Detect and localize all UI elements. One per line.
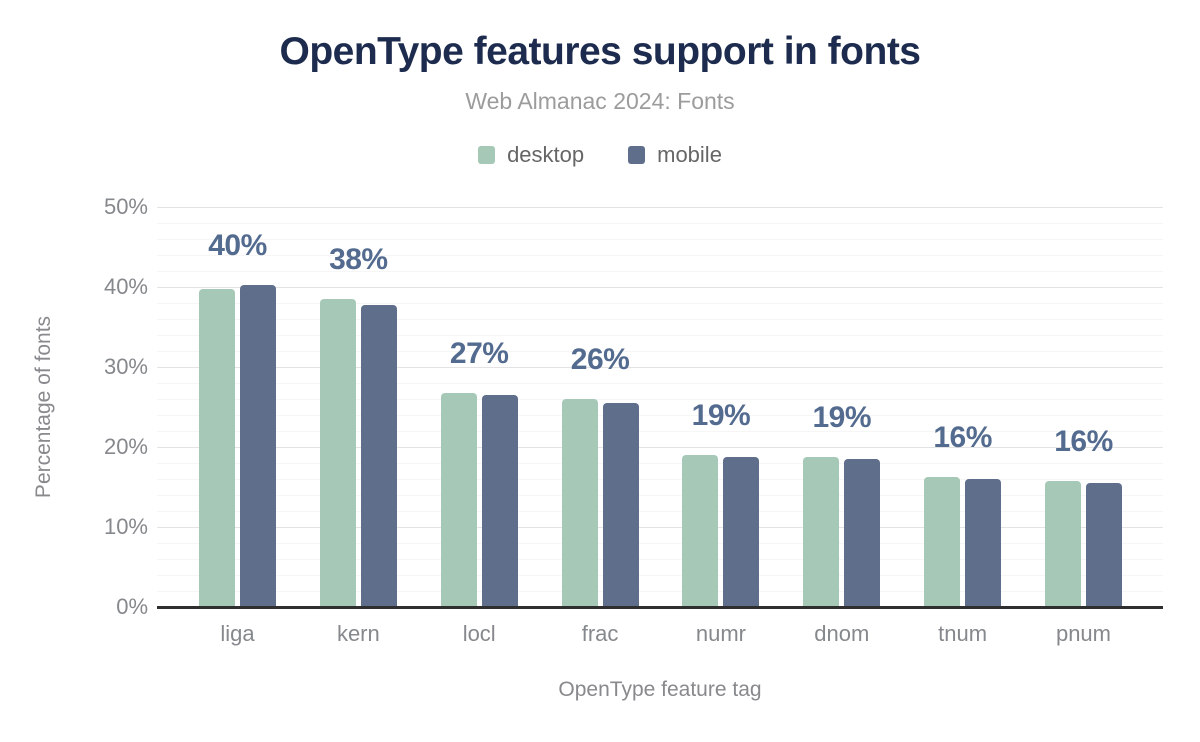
bar-mobile-numr <box>723 456 760 607</box>
minor-gridline <box>157 431 1163 432</box>
minor-gridline <box>157 543 1163 544</box>
x-axis-title: OpenType feature tag <box>558 678 762 701</box>
x-tick-label-frac: frac <box>581 621 619 646</box>
minor-gridline <box>157 575 1163 576</box>
x-tick-label-numr: numr <box>695 621 746 646</box>
bar-mobile-frac <box>602 403 639 607</box>
y-tick-label: 30% <box>103 354 148 379</box>
legend-item-mobile: mobile <box>628 142 722 168</box>
bar-mobile-locl <box>481 395 518 607</box>
bar-desktop-numr <box>682 455 719 607</box>
x-tick-label-pnum: pnum <box>1055 621 1111 646</box>
data-label-locl: 27% <box>449 336 509 370</box>
minor-gridline <box>157 239 1163 240</box>
minor-gridline <box>157 511 1163 512</box>
bar-desktop-frac <box>561 399 598 607</box>
bar-mobile-pnum <box>1085 483 1122 607</box>
x-tick-label-liga: liga <box>220 621 255 646</box>
bar-desktop-kern <box>319 299 356 607</box>
major-gridline <box>157 207 1163 208</box>
y-tick-label: 20% <box>103 434 148 459</box>
x-tick-label-dnom: dnom <box>814 621 870 646</box>
bar-desktop-tnum <box>924 476 961 607</box>
minor-gridline <box>157 495 1163 496</box>
data-label-numr: 19% <box>691 399 751 432</box>
legend-item-desktop: desktop <box>478 142 584 168</box>
bar-mobile-liga <box>240 285 276 607</box>
y-tick-label: 10% <box>103 514 148 539</box>
x-axis-line <box>157 606 1163 609</box>
minor-gridline <box>157 303 1163 304</box>
bar-desktop-locl <box>440 392 477 607</box>
data-label-liga: 40% <box>208 229 267 263</box>
chart-subtitle: Web Almanac 2024: Fonts <box>465 88 735 114</box>
data-label-dnom: 19% <box>812 400 872 434</box>
major-gridline <box>157 527 1163 528</box>
legend: desktop mobile <box>0 142 1200 168</box>
bar-desktop-dnom <box>803 456 840 607</box>
legend-label-mobile: mobile <box>657 142 722 167</box>
chart-title: OpenType features support in fonts <box>279 30 922 73</box>
minor-gridline <box>157 399 1163 400</box>
bar-mobile-dnom <box>844 459 881 607</box>
minor-gridline <box>157 351 1163 352</box>
minor-gridline <box>157 463 1163 464</box>
data-label-pnum: 16% <box>1054 424 1113 458</box>
bar-desktop-pnum <box>1044 480 1081 607</box>
bar-desktop-liga <box>199 289 235 607</box>
minor-gridline <box>157 223 1163 224</box>
data-label-frac: 26% <box>570 343 630 376</box>
minor-gridline <box>157 255 1163 256</box>
minor-gridline <box>157 479 1163 480</box>
major-gridline <box>157 367 1163 368</box>
minor-gridline <box>157 271 1163 272</box>
minor-gridline <box>157 335 1163 336</box>
major-gridline <box>157 447 1163 448</box>
legend-swatch-mobile <box>628 146 646 164</box>
legend-swatch-desktop <box>478 146 496 164</box>
x-tick-label-kern: kern <box>336 621 380 646</box>
legend-label-desktop: desktop <box>507 142 585 167</box>
y-axis-title: Percentage of fonts <box>32 315 55 499</box>
x-tick-label-locl: locl <box>462 621 496 646</box>
data-label-tnum: 16% <box>933 420 992 454</box>
minor-gridline <box>157 319 1163 320</box>
y-tick-label: 40% <box>103 274 148 299</box>
minor-gridline <box>157 383 1163 384</box>
y-tick-label: 0% <box>116 594 148 619</box>
data-label-kern: 38% <box>329 243 388 276</box>
bar-mobile-tnum <box>965 479 1002 607</box>
minor-gridline <box>157 415 1163 416</box>
minor-gridline <box>157 591 1163 592</box>
bar-mobile-kern <box>360 304 397 607</box>
y-tick-label: 50% <box>103 194 148 219</box>
minor-gridline <box>157 559 1163 560</box>
major-gridline <box>157 287 1163 288</box>
x-tick-label-tnum: tnum <box>938 621 988 646</box>
